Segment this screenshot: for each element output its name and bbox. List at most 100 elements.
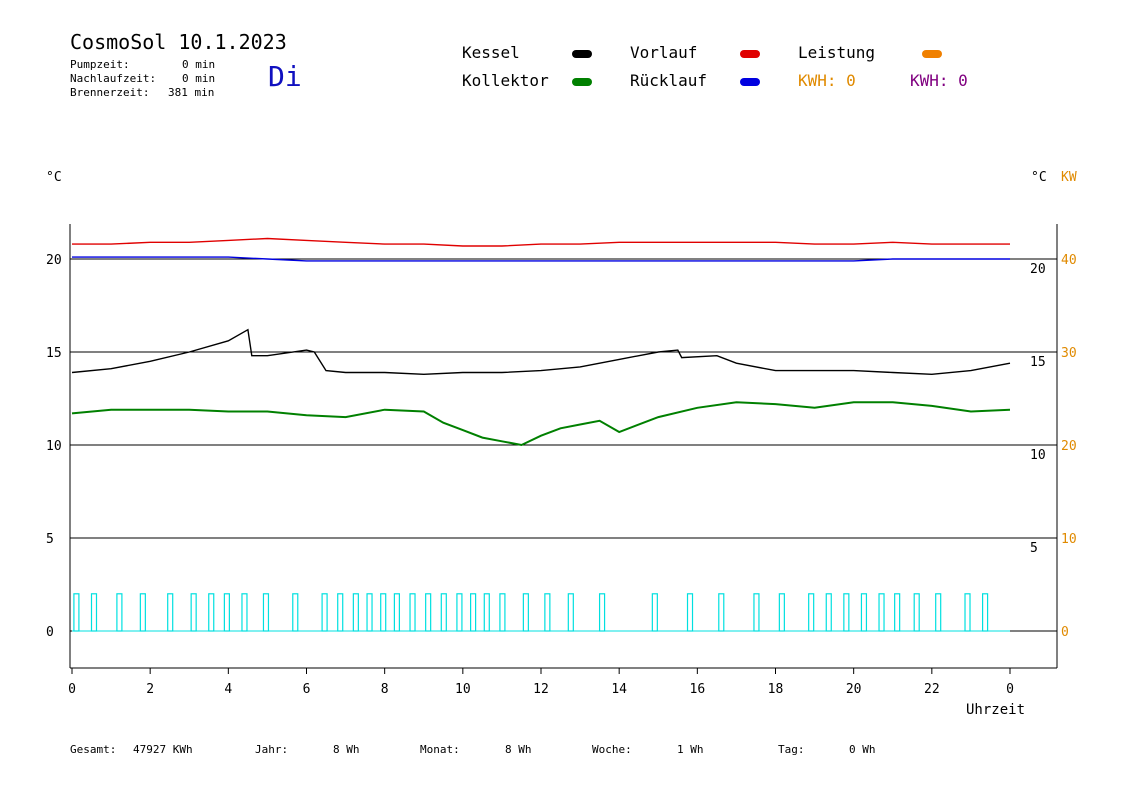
pump-pulse	[778, 593, 785, 632]
pump-pulse	[352, 593, 359, 632]
pump-pulse	[935, 593, 942, 632]
pump-pulse	[470, 593, 477, 632]
pump-pulse	[718, 593, 725, 632]
legend-kwh-purple: KWH: 0	[910, 71, 968, 90]
footer-woche-label: Woche:	[592, 743, 632, 756]
x-tick-0: 0	[68, 682, 76, 697]
x-tick-3: 6	[303, 682, 311, 697]
pump-pulse	[380, 593, 387, 632]
y-tick-right-10: 10	[1030, 448, 1046, 463]
footer-tag-value: 0 Wh	[849, 743, 876, 756]
pump-pulse	[686, 593, 694, 632]
series-kessel	[71, 328, 1011, 376]
pump-pulse	[544, 593, 551, 632]
pump-pulse	[483, 593, 490, 632]
x-tick-1: 2	[146, 682, 154, 697]
pump-pulse	[878, 593, 885, 632]
x-tick-4: 8	[381, 682, 389, 697]
pump-pulse	[913, 593, 920, 632]
pump-pulse	[241, 593, 248, 632]
series-kollektor	[71, 401, 1011, 447]
y2-tick-20: 20	[1061, 439, 1077, 454]
x-tick-9: 18	[768, 682, 784, 697]
pump-pulse	[262, 593, 270, 632]
pump-time-label: Pumpzeit:	[70, 58, 130, 71]
x-tick-12: 0	[1006, 682, 1014, 697]
x-tick-5: 10	[455, 682, 471, 697]
pump-pulse	[981, 593, 989, 632]
nachlauf-time-value: 0 min	[182, 72, 216, 85]
brenner-time-label: Brennerzeit:	[70, 86, 150, 99]
footer-monat-label: Monat:	[420, 743, 460, 756]
pump-pulse	[894, 593, 901, 632]
pump-pulse	[598, 593, 606, 632]
pump-pulse	[808, 593, 815, 632]
pump-pulse	[860, 593, 868, 632]
pump-pulse	[499, 593, 506, 632]
pump-pulse	[522, 593, 529, 632]
legend-kessel-label: Kessel	[462, 43, 520, 62]
pump-pulse	[208, 593, 215, 632]
legend-leistung-swatch	[922, 50, 942, 58]
pump-pulse	[964, 593, 971, 632]
y-tick-left-0: 0	[46, 625, 54, 640]
legend-kollektor-label: Kollektor	[462, 71, 549, 90]
footer-monat-value: 8 Wh	[505, 743, 532, 756]
pump-pulse	[456, 593, 463, 632]
footer-woche-value: 1 Wh	[677, 743, 704, 756]
pump-time-value: 0 min	[182, 58, 216, 71]
y-tick-left-5: 5	[46, 532, 54, 547]
x-tick-10: 20	[846, 682, 862, 697]
legend-ruecklauf-swatch	[740, 78, 760, 86]
weekday-label: Di	[268, 60, 302, 93]
pump-pulse	[567, 593, 574, 632]
legend-vorlauf-swatch	[740, 50, 760, 58]
pump-pulse	[167, 593, 174, 632]
x-tick-7: 14	[611, 682, 627, 697]
pump-pulse	[843, 593, 850, 632]
legend-kessel-swatch	[572, 50, 592, 58]
pump-pulse	[393, 593, 400, 632]
legend-kwh-orange: KWH: 0	[798, 71, 856, 90]
series-vorlauf	[72, 237, 1010, 247]
pump-pulse	[425, 593, 432, 632]
x-tick-6: 12	[533, 682, 549, 697]
left-unit-label: °C	[46, 170, 62, 185]
footer-jahr-label: Jahr:	[255, 743, 289, 756]
legend-leistung-label: Leistung	[798, 43, 876, 62]
legend-kollektor-swatch	[572, 78, 592, 86]
y-tick-left-10: 10	[46, 439, 62, 454]
footer-gesamt-value: 47927 KWh	[133, 743, 193, 756]
pump-pulse	[190, 593, 197, 632]
chart-title: CosmoSol 10.1.2023	[70, 30, 287, 54]
pump-pulse	[73, 593, 80, 632]
y2-tick-10: 10	[1061, 532, 1077, 547]
y-tick-left-15: 15	[46, 346, 62, 361]
x-tick-2: 4	[224, 682, 232, 697]
pump-pulse	[409, 593, 416, 632]
legend-vorlauf-label: Vorlauf	[630, 43, 698, 62]
y-tick-right-5: 5	[1030, 541, 1038, 556]
footer-jahr-value: 8 Wh	[333, 743, 360, 756]
y2-tick-0: 0	[1061, 625, 1069, 640]
pump-pulse	[223, 593, 230, 632]
y2-tick-30: 30	[1061, 346, 1077, 361]
pump-pulse	[337, 593, 344, 632]
x-tick-8: 16	[690, 682, 706, 697]
y-tick-right-15: 15	[1030, 355, 1046, 370]
legend-ruecklauf-label: Rücklauf	[630, 71, 708, 90]
brenner-time-value: 381 min	[168, 86, 215, 99]
footer-gesamt-label: Gesamt:	[70, 743, 117, 756]
pump-pulse	[321, 593, 328, 632]
y2-tick-40: 40	[1061, 253, 1077, 268]
pump-pulse	[90, 593, 98, 632]
y-tick-left-20: 20	[46, 253, 62, 268]
x-axis-label: Uhrzeit	[966, 702, 1026, 718]
y-tick-right-20: 20	[1030, 262, 1046, 277]
right-unit-kw-label: KW	[1061, 170, 1077, 185]
pump-pulse	[116, 593, 123, 632]
pump-pulse	[753, 593, 760, 632]
footer-tag-label: Tag:	[778, 743, 805, 756]
pump-pulse	[825, 593, 832, 632]
